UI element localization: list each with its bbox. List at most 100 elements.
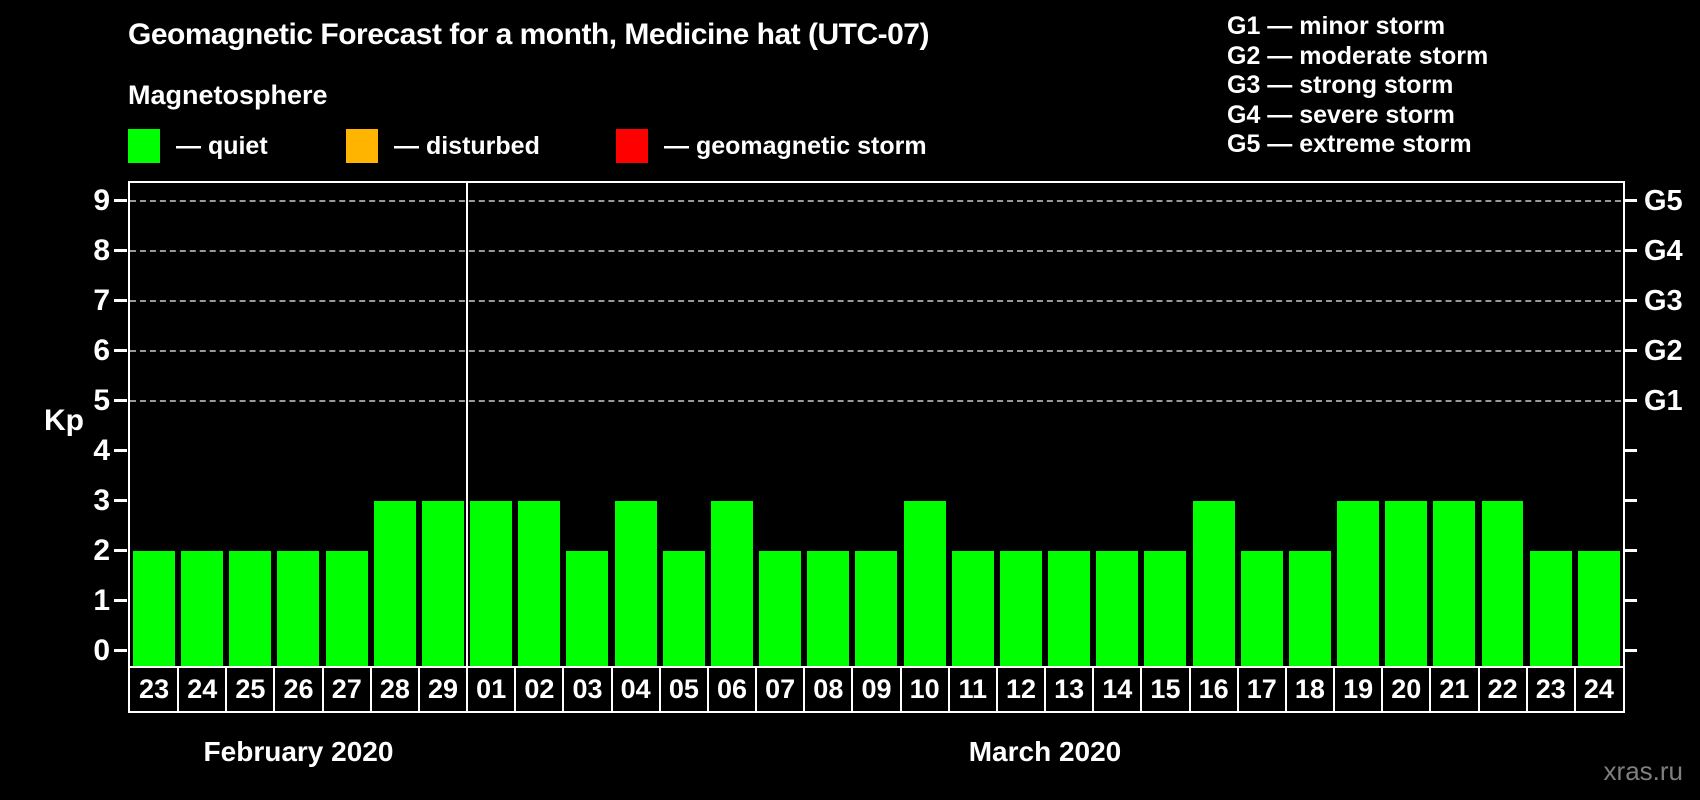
day-label-mar-04: 04 bbox=[620, 674, 651, 704]
day-box-separator bbox=[369, 668, 372, 711]
kp-bar-day-10 bbox=[903, 500, 946, 666]
kp-bar-day-15 bbox=[1144, 550, 1187, 666]
day-box-separator bbox=[1284, 668, 1287, 711]
y-tick-right-8 bbox=[1624, 249, 1637, 252]
kp-bar-day-24 bbox=[1577, 550, 1620, 666]
storm-scale-g4: G4 — severe storm bbox=[1227, 100, 1455, 129]
gridline-kp8 bbox=[130, 249, 1621, 252]
right-axis-label-g2: G2 bbox=[1644, 334, 1683, 367]
y-tick-left-9 bbox=[114, 199, 127, 202]
day-label-feb-23: 23 bbox=[139, 674, 170, 704]
kp-bar-day-18 bbox=[1288, 550, 1331, 666]
storm-scale-legend: G1 — minor storm G2 — moderate storm G3 … bbox=[1227, 12, 1488, 160]
day-box-separator bbox=[321, 668, 324, 711]
day-label-mar-08: 08 bbox=[813, 674, 844, 704]
day-box-separator bbox=[225, 668, 228, 711]
day-label-mar-24: 24 bbox=[1583, 674, 1614, 704]
kp-bar-day-28 bbox=[373, 500, 416, 666]
day-box-separator bbox=[273, 668, 276, 711]
gridline-kp5 bbox=[130, 399, 1621, 402]
y-tick-right-7 bbox=[1624, 299, 1637, 302]
day-label-mar-18: 18 bbox=[1294, 674, 1325, 704]
y-tick-right-5 bbox=[1624, 399, 1637, 402]
kp-bar-day-08 bbox=[807, 550, 850, 666]
kp-bar-day-07 bbox=[759, 550, 802, 666]
quiet-label: — quiet bbox=[176, 131, 268, 160]
kp-bar-day-06 bbox=[710, 500, 753, 666]
y-axis-title: Kp bbox=[44, 403, 84, 437]
y-tick-right-9 bbox=[1624, 199, 1637, 202]
day-box-separator bbox=[1333, 668, 1336, 711]
kp-bar-day-12 bbox=[999, 550, 1042, 666]
kp-bar-day-27 bbox=[325, 550, 368, 666]
day-box-separator bbox=[658, 668, 661, 711]
kp-bar-day-05 bbox=[662, 550, 705, 666]
month-label-february: February 2020 bbox=[203, 736, 394, 767]
y-axis-label-1: 1 bbox=[93, 583, 110, 617]
kp-bar-day-20 bbox=[1385, 500, 1428, 666]
y-axis-label-7: 7 bbox=[93, 283, 110, 317]
y-tick-right-2 bbox=[1624, 549, 1637, 552]
kp-bar-day-13 bbox=[1048, 550, 1091, 666]
day-label-mar-22: 22 bbox=[1487, 674, 1518, 704]
day-box-separator bbox=[995, 668, 998, 711]
storm-scale-g5: G5 — extreme storm bbox=[1227, 130, 1472, 158]
y-tick-left-3 bbox=[114, 499, 127, 502]
kp-bar-day-26 bbox=[277, 550, 320, 666]
y-axis-label-8: 8 bbox=[93, 233, 110, 267]
watermark: xras.ru bbox=[1603, 756, 1683, 786]
day-box-separator bbox=[1525, 668, 1528, 711]
day-box-separator bbox=[610, 668, 613, 711]
day-box-separator bbox=[1236, 668, 1239, 711]
kp-bar-day-25 bbox=[229, 550, 272, 666]
storm-scale-g2: G2 — moderate storm bbox=[1227, 41, 1489, 70]
day-label-feb-24: 24 bbox=[187, 674, 218, 704]
day-axis-row: 23 24 25 26 27 28 29 01 02 03 04 05 06 07 08 09 10 11 12 13… bbox=[128, 666, 1625, 713]
legend-item-storm: — geomagnetic storm bbox=[616, 128, 927, 164]
day-label-mar-19: 19 bbox=[1343, 674, 1374, 704]
day-label-mar-13: 13 bbox=[1054, 674, 1085, 704]
storm-label: — geomagnetic storm bbox=[664, 131, 927, 160]
day-label-feb-25: 25 bbox=[235, 674, 266, 704]
right-axis-label-g5: G5 bbox=[1644, 184, 1683, 217]
day-box-separator bbox=[899, 668, 902, 711]
y-tick-right-1 bbox=[1624, 599, 1637, 602]
day-label-mar-23: 23 bbox=[1535, 674, 1566, 704]
day-label-mar-03: 03 bbox=[572, 674, 603, 704]
day-label-feb-28: 28 bbox=[379, 674, 410, 704]
day-box-separator bbox=[466, 668, 469, 711]
day-box-separator bbox=[1477, 668, 1480, 711]
kp-bar-day-14 bbox=[1096, 550, 1139, 666]
disturbed-color-swatch bbox=[346, 129, 378, 163]
right-axis-label-g3: G3 bbox=[1644, 284, 1683, 317]
kp-bar-day-21 bbox=[1433, 500, 1476, 666]
kp-bar-day-22 bbox=[1481, 500, 1524, 666]
day-label-mar-15: 15 bbox=[1150, 674, 1181, 704]
y-axis-label-5: 5 bbox=[93, 383, 110, 417]
day-label-mar-10: 10 bbox=[909, 674, 940, 704]
y-tick-right-3 bbox=[1624, 499, 1637, 502]
kp-bar-day-17 bbox=[1240, 550, 1283, 666]
y-tick-left-2 bbox=[114, 549, 127, 552]
y-tick-left-5 bbox=[114, 399, 127, 402]
kp-bar-day-16 bbox=[1192, 500, 1235, 666]
day-label-feb-27: 27 bbox=[331, 674, 362, 704]
y-tick-left-0 bbox=[114, 649, 127, 652]
day-label-mar-14: 14 bbox=[1102, 674, 1133, 704]
day-box-separator bbox=[514, 668, 517, 711]
day-label-mar-01: 01 bbox=[476, 674, 507, 704]
kp-bar-day-09 bbox=[855, 550, 898, 666]
gridline-kp7 bbox=[130, 299, 1621, 302]
day-box-separator bbox=[755, 668, 758, 711]
day-label-mar-17: 17 bbox=[1246, 674, 1277, 704]
y-tick-left-4 bbox=[114, 449, 127, 452]
day-label-feb-29: 29 bbox=[428, 674, 459, 704]
day-label-mar-21: 21 bbox=[1439, 674, 1470, 704]
kp-bar-day-01 bbox=[470, 500, 513, 666]
y-axis-label-4: 4 bbox=[93, 433, 110, 467]
day-label-mar-02: 02 bbox=[524, 674, 555, 704]
day-box-separator bbox=[1381, 668, 1384, 711]
day-label-mar-20: 20 bbox=[1391, 674, 1422, 704]
right-axis-label-g1: G1 bbox=[1644, 384, 1683, 417]
